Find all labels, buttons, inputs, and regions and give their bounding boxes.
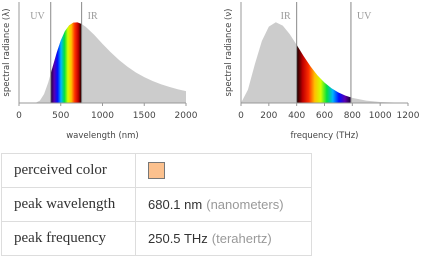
- x-tick-label: 1200: [397, 111, 420, 121]
- x-tick-label: 800: [344, 111, 361, 121]
- x-tick-label: 600: [316, 111, 333, 121]
- value: 680.1: [148, 197, 181, 212]
- x-tick-label: 2000: [175, 111, 198, 121]
- unit-name: (nanometers): [206, 197, 284, 212]
- x-tick-label: 200: [260, 111, 277, 121]
- unit: THz: [183, 231, 208, 246]
- row: perceived color: [1, 153, 312, 188]
- unit-name: (terahertz): [211, 231, 272, 246]
- x-tick-label: 1500: [133, 111, 156, 121]
- row-value: 250.5 THz (terahertz): [135, 221, 312, 256]
- y-axis-label: spectral radiance (λ): [2, 8, 12, 96]
- visible-band-fill: [50, 22, 82, 103]
- x-tick-label: 0: [238, 111, 244, 121]
- band-label: IR: [281, 11, 291, 22]
- x-tick-label: 0: [16, 111, 22, 121]
- color-swatch: [148, 162, 165, 180]
- x-tick-label: 500: [52, 111, 69, 121]
- row-label: peak frequency: [1, 221, 136, 256]
- y-axis-label: spectral radiance (ν): [224, 9, 234, 97]
- row-value: 680.1 nm (nanometers): [135, 187, 312, 222]
- x-tick-label: 1000: [91, 111, 114, 121]
- value: 250.5: [148, 231, 181, 246]
- row: peak wavelength 680.1 nm (nanometers): [1, 187, 312, 222]
- x-axis-label: wavelength (nm): [66, 131, 139, 141]
- row-value: [135, 153, 312, 188]
- band-label: UV: [30, 11, 45, 22]
- x-tick-label: 400: [288, 111, 305, 121]
- visible-band-fill: [296, 22, 351, 103]
- x-tick-label: 1000: [369, 111, 392, 121]
- band-label: IR: [88, 11, 98, 22]
- properties-table: perceived color peak wavelength 680.1 nm…: [1, 153, 312, 256]
- unit: nm: [184, 197, 203, 212]
- row-label: peak wavelength: [1, 187, 136, 222]
- spectrum-area: [19, 22, 186, 103]
- row-label: perceived color: [1, 153, 136, 188]
- band-label: UV: [357, 11, 372, 22]
- spectrum-area: [241, 22, 408, 103]
- x-axis-label: frequency (THz): [290, 131, 358, 141]
- row: peak frequency 250.5 THz (terahertz): [1, 221, 312, 256]
